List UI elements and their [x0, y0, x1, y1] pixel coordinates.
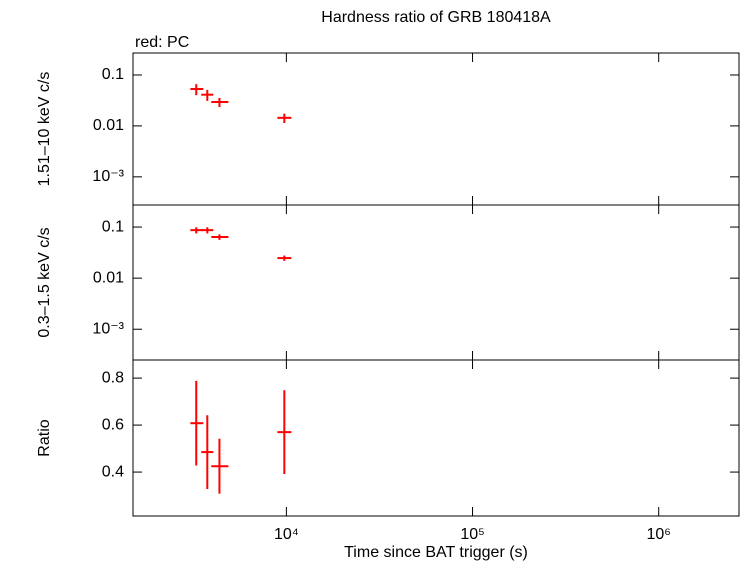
y-tick-label: 10⁻³	[92, 168, 124, 185]
x-axis-label: Time since BAT trigger (s)	[344, 544, 528, 561]
y-tick-label: 0.01	[93, 117, 124, 134]
y-axis-label: 1.51–10 keV c/s	[36, 72, 53, 187]
plot-frame	[132, 204, 740, 361]
y-axis-label: Ratio	[36, 419, 53, 456]
y-tick-label: 0.1	[102, 218, 124, 235]
y-tick-label: 0.1	[102, 66, 124, 83]
y-tick-label: 0.4	[102, 463, 124, 480]
x-tick-label: 10⁴	[274, 526, 299, 543]
plot-frame	[132, 359, 740, 517]
x-tick-label: 10⁶	[647, 526, 671, 543]
annotation: red: PC	[135, 34, 189, 51]
y-tick-label: 0.8	[102, 369, 124, 386]
plot-frame	[132, 52, 740, 206]
chart-title: Hardness ratio of GRB 180418A	[321, 9, 551, 26]
y-axis-label: 0.3–1.5 keV c/s	[36, 227, 53, 337]
y-tick-label: 10⁻³	[92, 320, 124, 337]
y-tick-label: 0.6	[102, 416, 124, 433]
y-tick-label: 0.01	[93, 269, 124, 286]
x-tick-label: 10⁵	[460, 526, 484, 543]
